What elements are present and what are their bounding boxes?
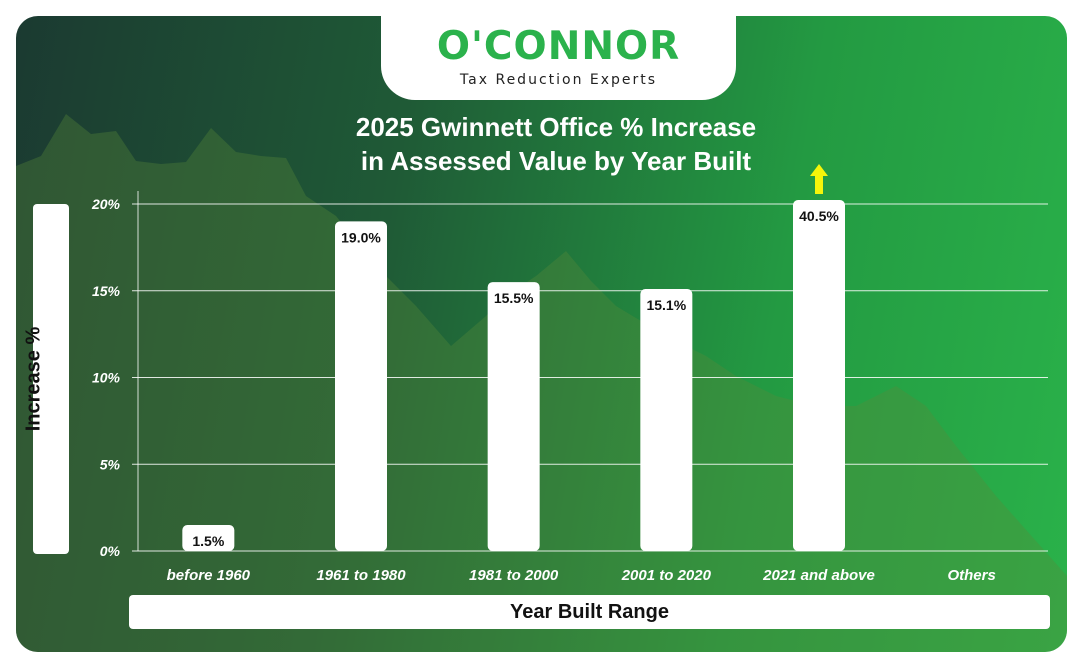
bar [487,282,540,551]
y-tick-label: 10% [92,370,121,386]
data-label: 1.5% [192,533,224,549]
data-label: 15.1% [646,297,686,313]
chart-card: O'CONNOR Tax Reduction Experts 2025 Gwin… [16,16,1067,652]
x-tick-label: 2021 and above [762,567,875,584]
y-axis-title-box [33,204,69,554]
bar-chart: 0% 5% 10% 15% 20% 1.5% before 1960 19.0% 1961 to… [91,164,1048,584]
y-tick-label: 5% [100,456,121,472]
y-tick-label: 0% [100,543,121,559]
chart-title-line-2: in Assessed Value by Year Built [360,146,752,176]
y-tick-label: 20% [91,196,121,212]
data-label: 40.5% [799,208,839,224]
x-tick-label: 1981 to 2000 [469,567,559,584]
bar [640,289,693,551]
overflow-arrow-icon [810,164,828,194]
x-axis-title: Year Built Range [129,595,1050,629]
bar [182,524,235,551]
chart-title-line-1: 2025 Gwinnett Office % Increase [355,112,757,142]
brand-logo-wordmark: O'CONNOR [436,24,681,69]
y-tick-label: 15% [92,283,121,299]
x-tick-label: 2001 to 2020 [621,567,712,584]
x-tick-label: Others [947,567,995,584]
data-label: 15.5% [494,290,534,306]
logo-tab: O'CONNOR Tax Reduction Experts [381,16,736,100]
x-tick-label: 1961 to 1980 [316,567,406,584]
brand-tagline: Tax Reduction Experts [459,72,658,88]
x-tick-label: before 1960 [167,567,251,584]
chart-title: 2025 Gwinnett Office % Increase in Asses… [256,110,856,178]
bar [335,221,387,551]
data-label: 19.0% [341,229,381,245]
bar [793,200,845,551]
